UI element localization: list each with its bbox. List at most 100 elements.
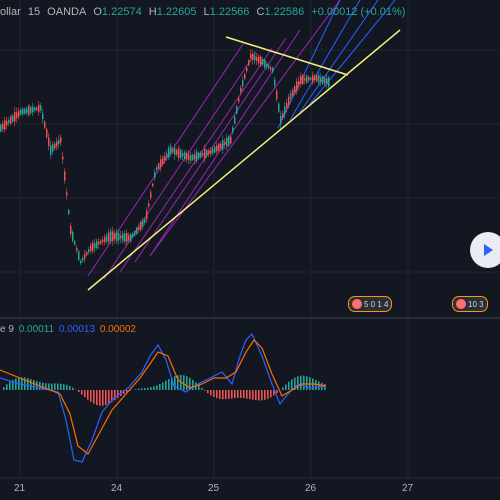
macd-hist-bar xyxy=(318,381,320,390)
macd-hist-bar xyxy=(201,387,203,390)
macd-hist-bar xyxy=(87,390,89,400)
candle-body xyxy=(102,239,104,242)
macd-hist-bar xyxy=(138,388,140,390)
candle-body xyxy=(108,232,110,242)
macd-hist-bar xyxy=(228,390,230,399)
symbol-name[interactable]: ollar xyxy=(0,6,21,18)
candle-body xyxy=(206,150,208,157)
candle-body xyxy=(152,183,154,187)
candle-body xyxy=(122,233,124,241)
candle-body xyxy=(78,251,80,260)
macd-hist-bar xyxy=(177,375,179,390)
candle-body xyxy=(112,231,114,242)
candle-body xyxy=(224,142,226,145)
macd-hist-bar xyxy=(99,390,101,406)
candle-body xyxy=(214,146,216,153)
exchange-label: OANDA xyxy=(47,6,87,18)
candles xyxy=(0,49,330,266)
candle-body xyxy=(166,153,168,158)
macd-hist-bar xyxy=(96,390,98,406)
candle-body xyxy=(138,226,140,231)
economic-event-badge[interactable]: 10 3 xyxy=(452,296,488,312)
macd-hist-bar xyxy=(306,376,308,390)
macd-hist-bar xyxy=(123,390,125,395)
economic-event-badge[interactable]: 5 0 1 4 xyxy=(348,296,393,312)
event-text: 5 0 1 4 xyxy=(364,299,389,309)
candle-body xyxy=(30,107,32,113)
macd-hist-bar xyxy=(63,384,65,390)
macd-label[interactable]: e 9 xyxy=(0,324,14,335)
macd-hist-bar xyxy=(252,390,254,400)
candle-body xyxy=(200,152,202,158)
candle-body xyxy=(246,68,248,72)
macd-hist-bar xyxy=(258,390,260,401)
candle-body xyxy=(8,120,10,123)
macd-line xyxy=(0,332,327,463)
macd-hist-bar xyxy=(270,390,272,398)
open-label: O xyxy=(93,6,102,18)
gann-fan[interactable] xyxy=(277,0,396,129)
xaxis-tick: 25 xyxy=(208,483,220,494)
macd-hist-bar xyxy=(51,383,53,390)
macd-hist-bar xyxy=(9,381,11,390)
candle-body xyxy=(58,139,60,145)
candle-body xyxy=(270,67,272,70)
candle-body xyxy=(168,147,170,158)
macd-hist-bar xyxy=(207,390,209,394)
candle-body xyxy=(192,154,194,160)
macd-hist-bar xyxy=(45,383,47,390)
candle-body xyxy=(216,145,218,152)
candle-body xyxy=(222,139,224,150)
candle-body xyxy=(296,81,298,92)
candle-body xyxy=(250,53,252,59)
low-label: L xyxy=(203,6,210,18)
candle-body xyxy=(310,77,312,80)
macd-hist-bar xyxy=(237,390,239,398)
macd-hist-bar xyxy=(255,390,257,401)
candle-body xyxy=(94,243,96,248)
macd-hist-bar xyxy=(324,383,326,390)
macd-hist-bar xyxy=(159,383,161,390)
candle-body xyxy=(142,220,144,227)
macd-hist-bar xyxy=(60,383,62,390)
high-value: 1.22605 xyxy=(156,6,197,18)
candle-body xyxy=(120,235,122,239)
macd-hist-bar xyxy=(93,390,95,404)
candle-body xyxy=(90,245,92,251)
macd-hist-bar xyxy=(165,380,167,390)
high-label: H xyxy=(148,6,157,18)
symbol-header: ollar 15 OANDA O1.22574 H1.22605 L1.2256… xyxy=(0,6,409,22)
candle-body xyxy=(160,159,162,168)
macd-hist-bar xyxy=(78,390,80,392)
trendlines[interactable] xyxy=(87,29,401,291)
candle-body xyxy=(26,108,28,114)
candle-body xyxy=(110,231,112,241)
candle-body xyxy=(298,81,300,86)
macd-hist-bar xyxy=(231,390,233,399)
scroll-to-realtime-button[interactable] xyxy=(470,232,500,268)
macd-hist-bar xyxy=(114,390,116,401)
us-flag-icon xyxy=(352,299,362,309)
macd-hist-bar xyxy=(225,390,227,400)
candle-body xyxy=(54,143,56,149)
macd-hist-bar xyxy=(66,384,68,390)
candle-body xyxy=(20,109,22,115)
interval-label[interactable]: 15 xyxy=(27,6,41,18)
candle-body xyxy=(72,231,74,241)
candle-body xyxy=(126,233,128,243)
close-label: C xyxy=(256,6,265,18)
macd-hist-bar xyxy=(162,382,164,390)
macd-hist-bar xyxy=(222,390,224,400)
candle-body xyxy=(248,60,250,66)
candle-body xyxy=(136,227,138,234)
candle-body xyxy=(18,110,20,117)
macd-hist-bar xyxy=(117,390,119,399)
candle-body xyxy=(314,76,316,81)
candle-body xyxy=(128,235,130,241)
macd-hist-bar xyxy=(171,377,173,390)
candle-body xyxy=(260,56,262,66)
macd-hist-bar xyxy=(264,390,266,400)
macd-hist-bar xyxy=(267,390,269,399)
candle-body xyxy=(176,149,178,155)
